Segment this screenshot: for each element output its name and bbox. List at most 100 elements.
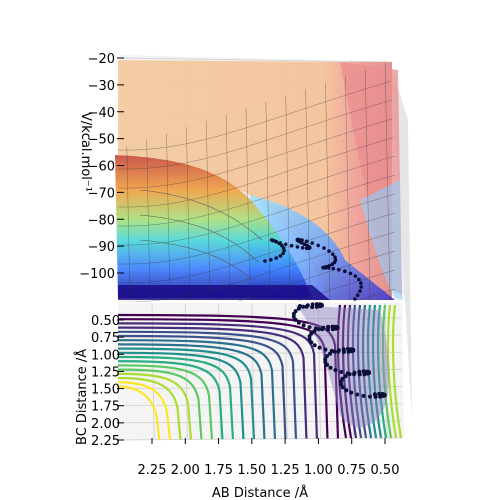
trajectory-point <box>372 392 377 397</box>
trajectory-point <box>355 392 360 397</box>
surface-contour-band <box>139 214 259 263</box>
trajectory-point <box>344 388 349 393</box>
trajectory-point <box>359 281 363 285</box>
contour-line <box>366 304 378 439</box>
trajectory-point <box>367 394 372 399</box>
trajectory-point <box>343 269 347 274</box>
trajectory-point <box>328 365 333 370</box>
trajectory-point <box>326 266 331 270</box>
x-axis-title: AB Distance /Å <box>212 485 308 500</box>
trajectory-point <box>300 238 304 242</box>
x-tick-label: 2.25 <box>138 463 167 478</box>
grid-line <box>117 437 403 441</box>
trajectory-point <box>301 323 306 328</box>
trajectory-point <box>274 256 279 260</box>
trajectory-point <box>357 277 361 282</box>
x-axis: 2.25 2.00 1.75 1.50 1.25 1.00 0.75 0.50 <box>138 438 399 478</box>
z-tick-label: −90 <box>88 240 115 255</box>
trajectory-point <box>291 314 296 319</box>
z-axis-title: V/kcal.mol⁻¹ <box>78 112 93 192</box>
contour-line <box>376 304 388 439</box>
trajectory-point <box>314 302 319 307</box>
z-tick-label: −30 <box>88 79 115 94</box>
trajectory-point <box>323 347 328 352</box>
contour-line <box>371 304 383 439</box>
trajectory-point <box>323 359 328 364</box>
grid-line <box>117 420 403 424</box>
trajectory-point <box>302 242 307 246</box>
trajectory-point <box>310 302 315 307</box>
contour-line <box>118 385 161 440</box>
trajectory-point <box>274 239 278 244</box>
z-tick-label: −100 <box>79 267 115 282</box>
trajectory-point <box>358 289 362 293</box>
y-tick-label: 2.25 <box>91 434 120 449</box>
trajectory-point <box>377 391 382 396</box>
contour-line <box>118 318 329 440</box>
trajectory-point <box>331 266 336 271</box>
y-tick-label: 1.50 <box>91 383 120 398</box>
trajectory-point <box>271 238 275 243</box>
surface-contour-band <box>139 239 253 281</box>
trajectory-point <box>361 393 366 398</box>
surface-contour-band <box>139 189 263 241</box>
trajectory-point <box>295 245 300 249</box>
trajectory-point <box>314 304 319 309</box>
contour-line <box>118 376 182 440</box>
x-tick-label: 1.00 <box>304 463 333 478</box>
trajectory-point <box>323 266 327 270</box>
mesh-line <box>117 212 396 284</box>
trajectory-point <box>343 374 348 379</box>
surface-left-ridge <box>115 155 312 298</box>
z-tick-label: −20 <box>88 52 115 67</box>
contour-line <box>118 330 298 440</box>
trajectory-point <box>353 297 357 301</box>
trajectory-point <box>359 285 364 289</box>
trajectory-point <box>355 293 360 298</box>
contour-line <box>118 326 308 440</box>
mesh-line <box>117 117 396 189</box>
floor-contours <box>118 304 403 440</box>
trajectory-point <box>312 343 317 348</box>
contour-line <box>118 360 224 440</box>
y-tick-label: 1.25 <box>91 365 120 380</box>
z-tick-label: −40 <box>88 106 115 121</box>
trajectory-point <box>293 317 298 322</box>
contour-line <box>118 368 203 440</box>
trajectory-point <box>312 329 317 334</box>
trajectory-point <box>327 249 331 253</box>
mesh-line <box>117 269 396 302</box>
trajectory-point <box>346 347 350 351</box>
trajectory-point <box>380 392 385 396</box>
trajectory-point <box>297 237 301 242</box>
trajectory-point <box>301 304 305 309</box>
contour-line <box>341 304 353 439</box>
contour-line <box>118 347 256 440</box>
mesh-line <box>284 62 291 301</box>
surface-right-wall-cool <box>360 180 402 300</box>
energy-surface <box>115 60 402 302</box>
trajectory-point <box>322 246 326 250</box>
trajectory-point <box>352 370 357 375</box>
trajectory-point <box>300 246 305 250</box>
trajectory-point <box>281 246 286 250</box>
trajectory-point <box>310 241 315 245</box>
contour-line <box>118 334 287 440</box>
mesh-line <box>364 62 371 301</box>
trajectory-point <box>348 271 353 276</box>
trajectory-point <box>280 243 284 248</box>
y-tick-label: 1.00 <box>91 348 120 363</box>
trajectory-point <box>330 324 335 329</box>
trajectory-point <box>338 379 343 384</box>
contour-line <box>118 322 319 440</box>
contour-line <box>118 351 245 440</box>
trajectory-point <box>328 351 332 356</box>
mesh-line <box>384 62 391 301</box>
contour-line <box>351 304 363 439</box>
mesh-line <box>117 231 396 302</box>
trajectory-point <box>296 306 301 311</box>
trajectory-point <box>317 345 322 350</box>
mesh-line <box>304 62 311 301</box>
